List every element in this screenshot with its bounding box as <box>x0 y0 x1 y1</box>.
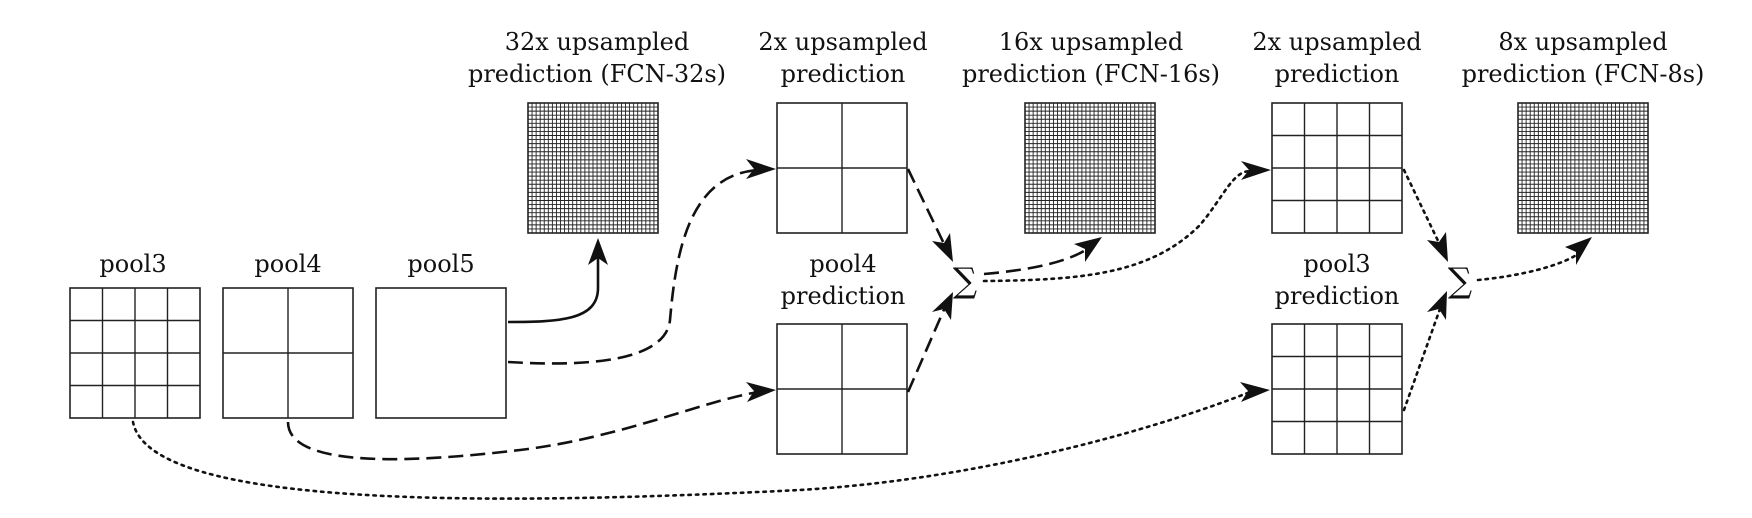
pool4-prediction-grid <box>776 323 908 455</box>
up2b-prediction-grid <box>1271 102 1403 234</box>
fcn16-label-line1: 16x upsampled <box>999 28 1184 56</box>
connector-sum2-to-fcn8 <box>1476 252 1580 282</box>
connector-pool4pred-to-sum1 <box>906 304 948 393</box>
arrowhead-pool4pred <box>746 382 776 402</box>
arrowhead-fcn8 <box>1565 237 1592 265</box>
connector-up2a-to-sum1 <box>906 168 948 249</box>
pool4-cell-lines <box>223 288 353 418</box>
up2b-label-line1: 2x upsampled <box>1252 28 1421 56</box>
fcn16-cell-lines <box>1025 103 1155 233</box>
fcn8-label-line2: prediction (FCN-8s) <box>1462 60 1705 88</box>
arrowhead-pool3pred <box>1240 382 1270 402</box>
up2a-label-line1: 2x upsampled <box>758 28 927 56</box>
connector-pool5-to-fcn32 <box>507 255 600 324</box>
fcn16-label-line2: prediction (FCN-16s) <box>962 60 1220 88</box>
arrowhead-fcn16 <box>1074 237 1102 262</box>
pool5-label: pool5 <box>407 250 474 278</box>
fcn32-label-line2: prediction (FCN-32s) <box>468 60 726 88</box>
arrowhead-sum2-top <box>1427 232 1448 262</box>
fcn32-label-line1: 32x upsampled <box>505 28 690 56</box>
connector-sum1-to-fcn16 <box>983 245 1091 276</box>
connector-up2b-to-sum2 <box>1402 168 1442 247</box>
connector-pool4-to-pool4pred <box>286 390 759 461</box>
sum-symbol-1: ∑ <box>953 261 977 301</box>
arrowhead-sum2-bottom <box>1427 291 1447 320</box>
pool4pred-cell-lines <box>777 324 907 454</box>
connector-pool3pred-to-sum2 <box>1402 304 1443 412</box>
connector-sum1-to-up2b <box>982 169 1252 283</box>
pool3-label: pool3 <box>99 250 166 278</box>
arrowhead-fcn32 <box>588 238 608 265</box>
pool3pred-label-line1: pool3 <box>1303 250 1370 278</box>
fcn8-label-line1: 8x upsampled <box>1498 28 1667 56</box>
pool4pred-label-line1: pool4 <box>809 250 876 278</box>
pool3-cell-lines <box>70 288 200 418</box>
up2a-cell-lines <box>777 103 907 233</box>
pool4-grid <box>222 287 354 419</box>
connector-pool5-to-up2a <box>507 168 759 365</box>
fcn16-prediction-grid <box>1024 102 1156 234</box>
fcn8-cell-lines <box>1518 103 1648 233</box>
pool4pred-label-line2: prediction <box>781 282 906 310</box>
pool3-prediction-grid <box>1271 323 1403 455</box>
pool4-label: pool4 <box>254 250 321 278</box>
pool3pred-cell-lines <box>1272 324 1402 454</box>
fcn8-prediction-grid <box>1517 102 1649 234</box>
connector-pool3-to-pool3pred <box>131 390 1252 500</box>
fcn32-prediction-grid <box>527 102 659 234</box>
fcn32-cell-lines <box>528 103 658 233</box>
up2a-prediction-grid <box>776 102 908 234</box>
arrowhead-up2a <box>746 159 776 179</box>
arrowhead-sum1-bottom <box>932 292 953 320</box>
up2b-label-line2: prediction <box>1275 60 1400 88</box>
up2b-cell-lines <box>1272 103 1402 233</box>
sum-symbol-2: ∑ <box>1448 261 1472 301</box>
pool5-grid <box>375 287 507 419</box>
arrowhead-up2b <box>1241 161 1271 180</box>
pool3-grid <box>69 287 201 419</box>
pool3pred-label-line2: prediction <box>1275 282 1400 310</box>
pool5-frame <box>375 287 507 419</box>
up2a-label-line2: prediction <box>781 60 906 88</box>
arrowhead-sum1-top <box>932 233 953 262</box>
